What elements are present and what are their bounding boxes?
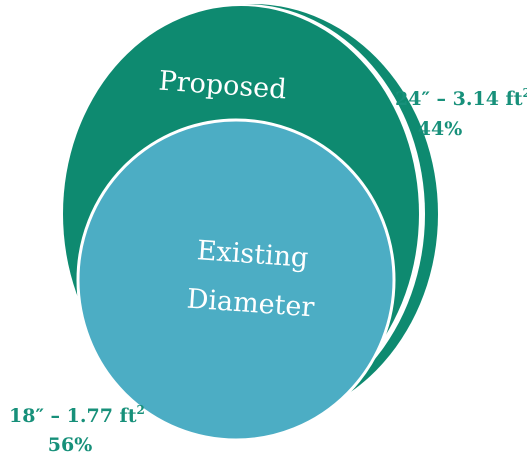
- inner-circle: [76, 118, 396, 442]
- existing-size: 18″: [9, 405, 44, 427]
- proposed-dash: –: [430, 88, 453, 110]
- proposed-percent: 44%: [418, 118, 463, 140]
- proposed-size-area: 24″ – 3.14 ft2: [395, 86, 527, 110]
- inner-circle-body: [76, 118, 396, 442]
- proposed-area: 3.14 ft: [453, 88, 523, 110]
- existing-size-area: 18″ – 1.77 ft2: [9, 403, 145, 427]
- existing-dash: –: [44, 405, 67, 427]
- existing-percent: 56%: [48, 434, 93, 456]
- existing-area-exponent: 2: [137, 403, 145, 417]
- proposed-area-exponent: 2: [523, 86, 527, 100]
- existing-area: 1.77 ft: [67, 405, 137, 427]
- proposed-size: 24″: [395, 88, 430, 110]
